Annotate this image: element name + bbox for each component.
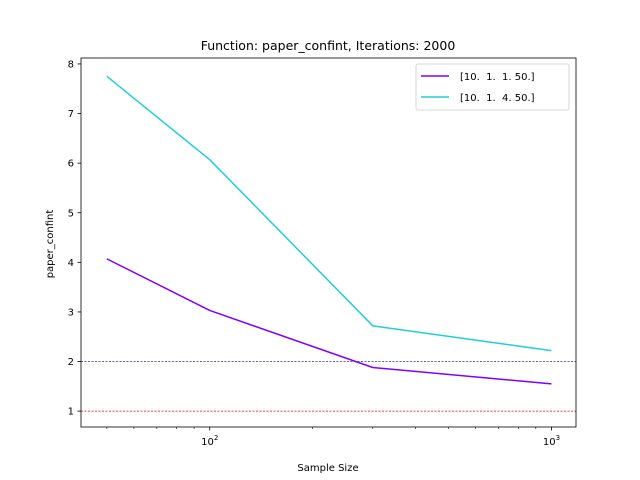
x-axis-label: Sample Size <box>297 463 358 474</box>
legend-label-1: [10. 1. 4. 50.] <box>460 93 535 104</box>
y-axis-label: paper_confint <box>45 210 56 279</box>
y-tick-label-1: 2 <box>68 357 74 368</box>
y-tick-label-6: 7 <box>68 109 74 120</box>
series-line-1 <box>106 75 552 352</box>
series-line-0 <box>106 258 552 385</box>
legend-label-0: [10. 1. 1. 50.] <box>460 72 535 83</box>
plot-area: 102 103 1 2 3 4 5 6 7 8 <box>68 57 577 448</box>
y-tick-label-4: 5 <box>68 208 74 219</box>
axes-frame <box>80 57 577 428</box>
y-tick-label-3: 4 <box>68 258 74 269</box>
chart-title: Function: paper_confint, Iterations: 200… <box>201 38 456 53</box>
x-tick-label-1: 103 <box>543 434 560 448</box>
y-tick-label-0: 1 <box>68 407 74 418</box>
legend-box <box>415 63 570 111</box>
y-tick-label-2: 3 <box>68 308 74 319</box>
y-tick-label-5: 6 <box>68 159 74 170</box>
legend: [10. 1. 1. 50.] [10. 1. 4. 50.] <box>415 63 570 111</box>
x-tick-label-0: 102 <box>201 434 218 448</box>
y-tick-label-7: 8 <box>68 60 74 71</box>
